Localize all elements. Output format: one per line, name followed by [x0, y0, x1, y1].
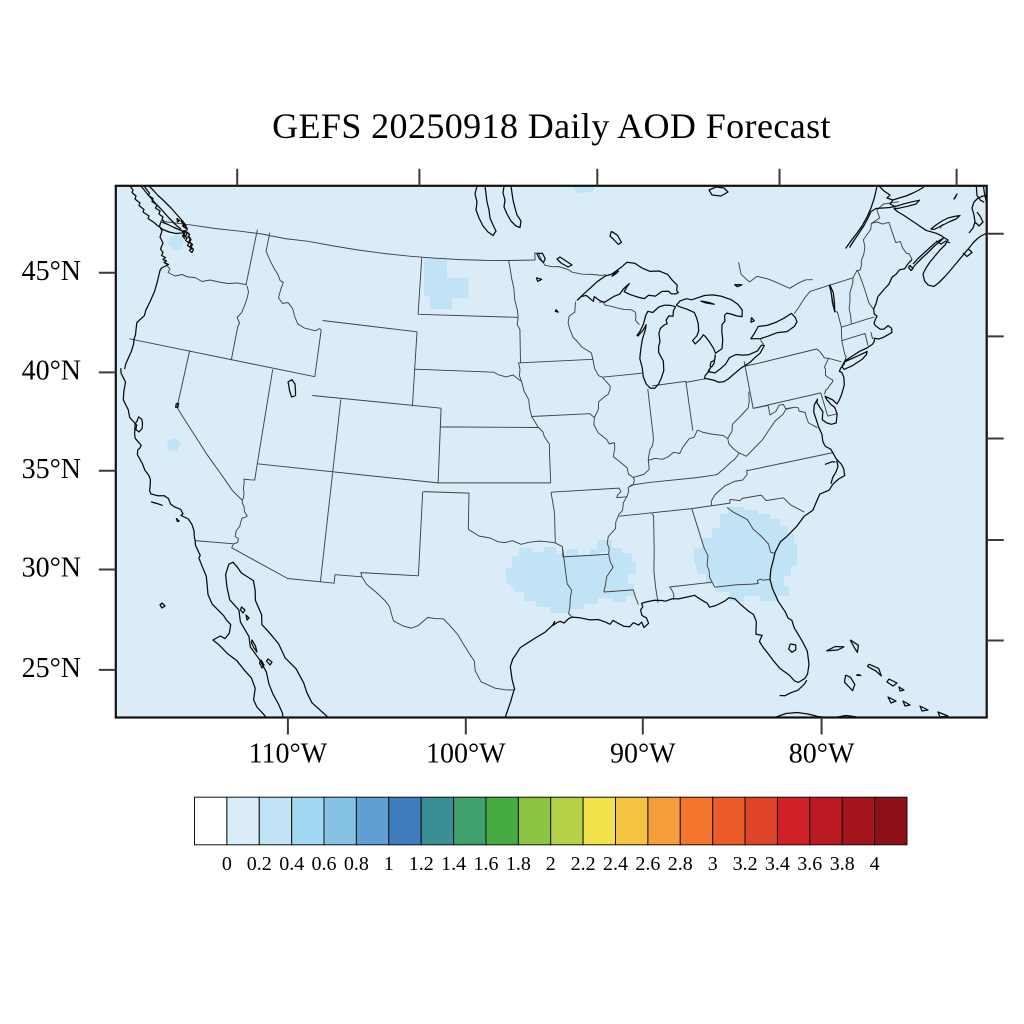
- svg-text:2.2: 2.2: [571, 853, 596, 875]
- svg-text:30°N: 30°N: [22, 553, 81, 584]
- svg-text:35°N: 35°N: [22, 454, 81, 485]
- svg-text:90°W: 90°W: [610, 739, 676, 770]
- svg-text:1.4: 1.4: [441, 853, 466, 875]
- svg-text:25°N: 25°N: [22, 653, 81, 684]
- svg-text:2.4: 2.4: [603, 853, 628, 875]
- svg-text:0.6: 0.6: [312, 853, 337, 875]
- svg-text:GEFS 20250918 Daily AOD Foreca: GEFS 20250918 Daily AOD Forecast: [272, 106, 831, 146]
- svg-text:2: 2: [546, 853, 556, 875]
- svg-text:1.2: 1.2: [409, 853, 434, 875]
- svg-text:3.8: 3.8: [830, 853, 855, 875]
- svg-text:100°W: 100°W: [426, 739, 506, 770]
- svg-text:4: 4: [870, 853, 880, 875]
- svg-text:40°N: 40°N: [22, 355, 81, 386]
- svg-text:1: 1: [384, 853, 394, 875]
- svg-text:0.8: 0.8: [344, 853, 369, 875]
- svg-text:80°W: 80°W: [789, 739, 855, 770]
- svg-text:110°W: 110°W: [249, 739, 328, 770]
- svg-text:0: 0: [222, 853, 232, 875]
- svg-text:2.8: 2.8: [668, 853, 693, 875]
- svg-text:45°N: 45°N: [22, 256, 81, 287]
- svg-text:1.6: 1.6: [474, 853, 499, 875]
- svg-text:1.8: 1.8: [506, 853, 531, 875]
- svg-text:3.2: 3.2: [733, 853, 758, 875]
- svg-text:3.6: 3.6: [797, 853, 822, 875]
- svg-text:0.4: 0.4: [279, 853, 304, 875]
- svg-text:3.4: 3.4: [765, 853, 790, 875]
- svg-text:2.6: 2.6: [635, 853, 660, 875]
- svg-text:0.2: 0.2: [247, 853, 272, 875]
- svg-text:3: 3: [708, 853, 718, 875]
